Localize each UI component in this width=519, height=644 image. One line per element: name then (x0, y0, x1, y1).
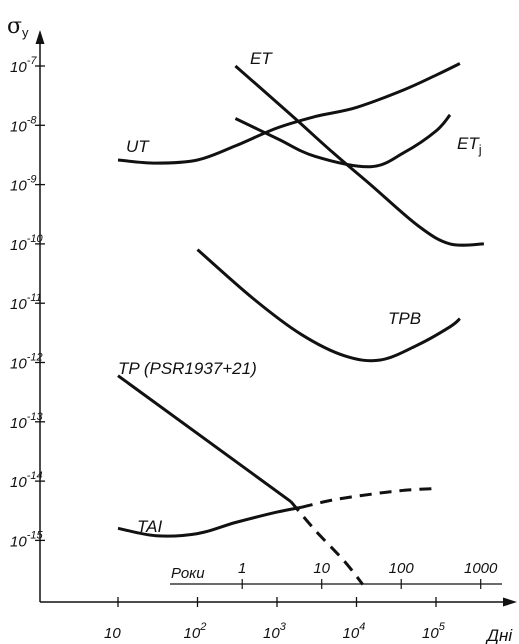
x-axis-unit-label: Дні (485, 626, 513, 644)
y-tick-label: 10-9 (10, 174, 36, 195)
x-tick-label: 102 (184, 621, 207, 642)
series-tai-extrapolation (300, 487, 437, 509)
series-label: ET (250, 49, 273, 68)
years-tick-label: 10 (313, 560, 330, 577)
series-label: TP (PSR1937+21) (118, 359, 257, 378)
x-tick-label: 105 (422, 621, 446, 642)
y-tick-label: 10-7 (10, 55, 37, 76)
series-et-line (234, 64, 484, 247)
y-tick-label: 10-13 (10, 411, 43, 432)
series-label: TPB (388, 309, 421, 328)
y-tick-label: 10-14 (10, 470, 43, 491)
series-label: TAI (137, 517, 162, 536)
y-tick-label: 10-10 (10, 233, 43, 254)
years-axis-label: Роки (171, 565, 205, 582)
years-tick-label: 1000 (464, 560, 498, 577)
series-labels: ET ETj UT TPB TP (PSR1937+21) TAI (118, 49, 482, 536)
tick-layer: 10-7 10-8 10-9 10-10 10-11 10-12 10-13 10-14 10-… (10, 55, 498, 642)
x-tick-label: 104 (343, 621, 366, 642)
y-tick-label: 10-11 (10, 292, 42, 313)
y-tick-label: 10-15 (10, 529, 43, 550)
series-tpb-line (196, 248, 461, 363)
years-tick-label: 100 (389, 560, 415, 577)
series-tp-line (117, 374, 292, 503)
y-tick-label: 10-8 (10, 114, 37, 135)
series-tai-line (117, 505, 302, 538)
series-label: UT (126, 137, 150, 156)
y-axis-label: σy (7, 14, 29, 40)
x-axis-arrow (503, 597, 517, 607)
series-ut-line (117, 62, 461, 165)
series-etj-line (234, 113, 452, 169)
y-tick-label: 10-12 (10, 352, 43, 373)
series-label: ETj (457, 134, 482, 157)
x-tick-label: 103 (263, 621, 287, 642)
years-tick-label: 1 (238, 560, 246, 577)
series-layer (117, 62, 484, 586)
x-tick-label: 10 (104, 625, 121, 642)
y-axis-arrow (35, 30, 45, 44)
